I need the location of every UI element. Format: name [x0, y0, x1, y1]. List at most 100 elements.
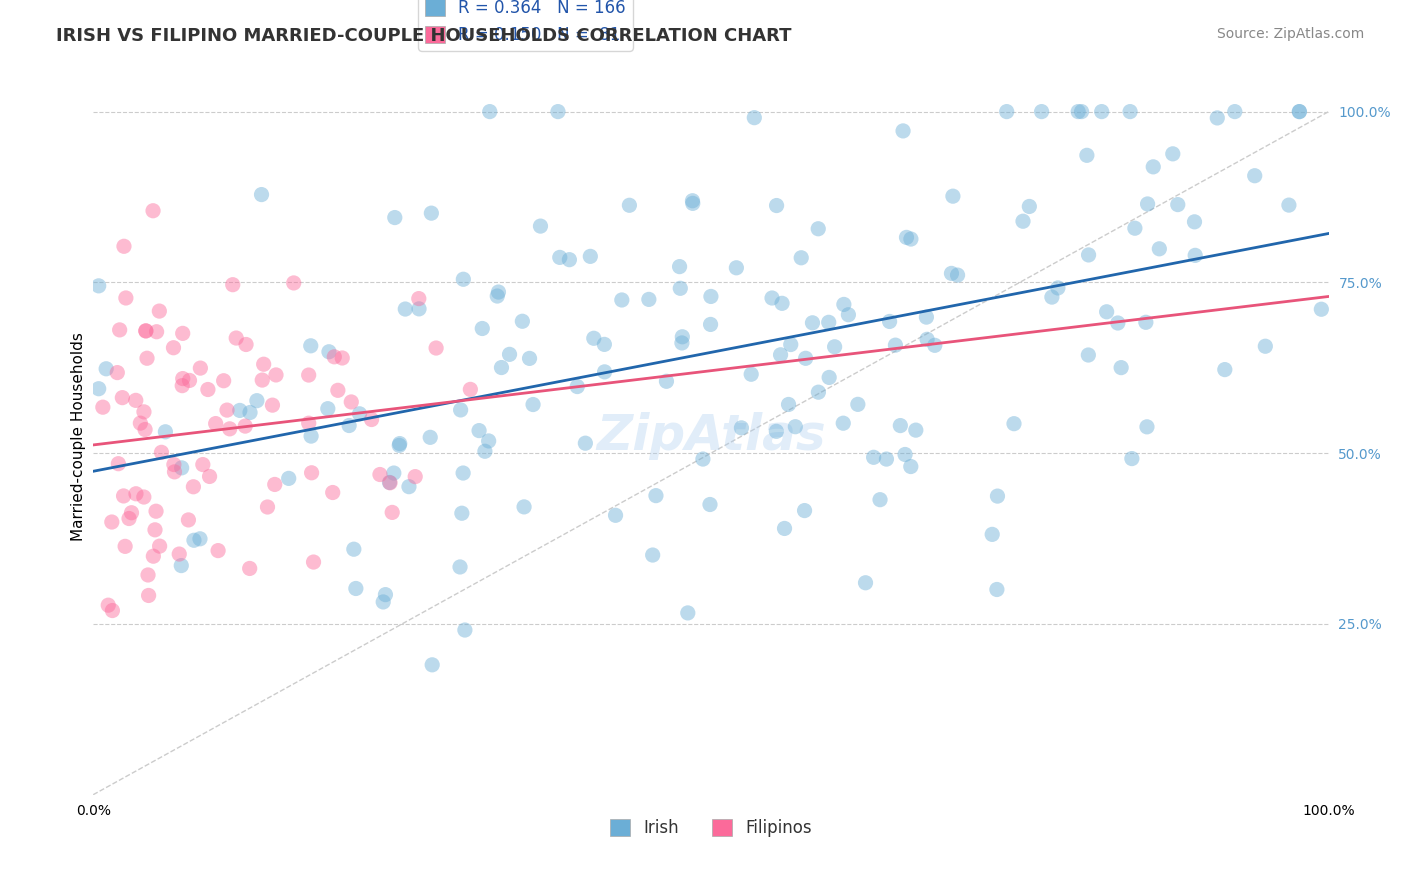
Irish — [246, 393, 269, 408]
Irish — [1012, 214, 1035, 228]
Irish — [519, 351, 541, 366]
Irish — [454, 623, 477, 637]
Filipinos — [301, 466, 323, 480]
Legend: Irish, Filipinos: Irish, Filipinos — [603, 813, 818, 844]
Irish — [344, 582, 367, 596]
Irish — [1213, 362, 1236, 376]
Irish — [398, 480, 420, 494]
Irish — [155, 425, 177, 439]
Irish — [512, 314, 534, 328]
Filipinos — [115, 291, 138, 305]
Filipinos — [340, 395, 363, 409]
Irish — [449, 560, 471, 574]
Irish — [671, 335, 693, 350]
Filipinos — [368, 467, 391, 482]
Irish — [1136, 197, 1159, 211]
Filipinos — [132, 405, 155, 419]
Irish — [486, 289, 509, 303]
Filipinos — [149, 539, 172, 553]
Irish — [1077, 348, 1099, 362]
Irish — [765, 198, 787, 212]
Filipinos — [218, 422, 240, 436]
Irish — [817, 315, 839, 329]
Irish — [451, 466, 474, 480]
Filipinos — [136, 568, 159, 582]
Irish — [1167, 197, 1189, 211]
Irish — [1076, 148, 1098, 162]
Irish — [915, 332, 938, 346]
Irish — [832, 416, 855, 430]
Filipinos — [204, 417, 226, 431]
Irish — [942, 189, 965, 203]
Irish — [488, 285, 510, 299]
Filipinos — [101, 603, 124, 617]
Irish — [915, 310, 938, 325]
Irish — [188, 532, 211, 546]
Irish — [450, 403, 472, 417]
Filipinos — [132, 490, 155, 504]
Filipinos — [190, 361, 212, 376]
Irish — [388, 438, 411, 452]
Irish — [900, 459, 922, 474]
Irish — [1040, 290, 1063, 304]
Filipinos — [142, 203, 165, 218]
Irish — [229, 403, 252, 417]
Irish — [343, 542, 366, 557]
Irish — [1243, 169, 1265, 183]
Irish — [1119, 104, 1142, 119]
Irish — [394, 301, 416, 316]
Irish — [986, 489, 1008, 503]
Irish — [574, 436, 596, 450]
Irish — [770, 296, 793, 310]
Irish — [453, 272, 475, 286]
Filipinos — [101, 515, 124, 529]
Irish — [1067, 104, 1090, 119]
Irish — [529, 219, 551, 233]
Filipinos — [197, 383, 219, 397]
Filipinos — [172, 371, 194, 385]
Filipinos — [118, 511, 141, 525]
Irish — [558, 252, 581, 267]
Filipinos — [150, 445, 173, 459]
Irish — [582, 331, 605, 345]
Irish — [641, 548, 664, 562]
Filipinos — [111, 391, 134, 405]
Irish — [478, 434, 501, 448]
Irish — [382, 466, 405, 480]
Irish — [855, 575, 877, 590]
Irish — [1136, 420, 1159, 434]
Filipinos — [114, 540, 136, 554]
Irish — [239, 405, 262, 419]
Irish — [655, 374, 678, 388]
Irish — [807, 221, 830, 235]
Irish — [676, 606, 699, 620]
Irish — [1288, 104, 1310, 119]
Irish — [1107, 316, 1129, 330]
Irish — [1095, 305, 1118, 319]
Irish — [548, 251, 571, 265]
Irish — [837, 308, 859, 322]
Filipinos — [112, 489, 135, 503]
Irish — [1184, 215, 1206, 229]
Irish — [824, 340, 846, 354]
Filipinos — [91, 400, 114, 414]
Filipinos — [125, 393, 148, 408]
Irish — [894, 448, 917, 462]
Irish — [87, 382, 110, 396]
Irish — [740, 368, 762, 382]
Irish — [1161, 146, 1184, 161]
Filipinos — [215, 403, 238, 417]
Irish — [96, 361, 118, 376]
Filipinos — [97, 598, 120, 612]
Irish — [170, 558, 193, 573]
Irish — [769, 348, 792, 362]
Filipinos — [256, 500, 278, 514]
Irish — [1046, 281, 1069, 295]
Filipinos — [302, 555, 325, 569]
Filipinos — [183, 480, 205, 494]
Irish — [478, 104, 501, 119]
Irish — [468, 424, 491, 438]
Filipinos — [125, 487, 148, 501]
Filipinos — [177, 513, 200, 527]
Irish — [765, 425, 787, 439]
